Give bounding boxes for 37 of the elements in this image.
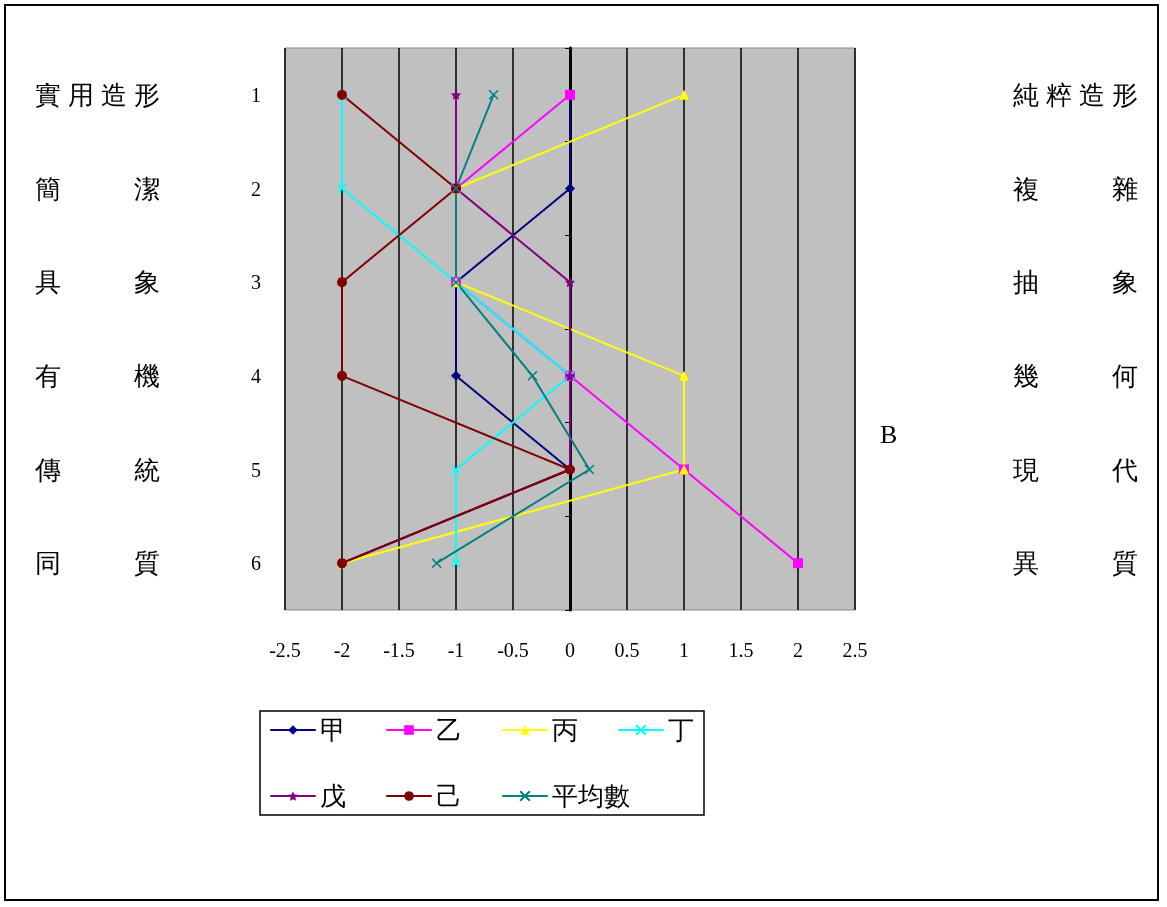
text: 幾何	[1013, 360, 1138, 391]
x-tick-label: 2	[793, 639, 803, 661]
text: 傳統	[35, 454, 160, 485]
text: 具象	[35, 267, 160, 298]
x-tick-label: -1.5	[383, 639, 415, 661]
y-tick-label: 2	[251, 177, 261, 200]
y-tick-label: 4	[251, 364, 261, 387]
legend-label: 戊	[320, 781, 346, 811]
y-tick-label: 1	[251, 83, 261, 106]
text: 實用造形	[35, 79, 160, 110]
y-tick-label: 3	[251, 271, 261, 294]
legend-label: 丁	[668, 715, 694, 745]
text: 異質	[1013, 548, 1138, 579]
legend-label: 甲	[320, 715, 346, 745]
text: 同質	[35, 548, 160, 579]
legend-label: 己	[436, 781, 462, 811]
legend-label: 乙	[436, 715, 462, 745]
text: 有機	[35, 360, 160, 391]
y-tick-label: 6	[251, 552, 261, 575]
x-tick-label: 1.5	[728, 639, 754, 661]
x-tick-label: 1	[679, 639, 689, 661]
legend-label: 平均數	[552, 781, 630, 811]
text: 抽象	[1013, 267, 1138, 298]
text: 簡潔	[35, 173, 160, 204]
text: 純粹造形	[1013, 79, 1138, 110]
x-tick-label: -1	[447, 639, 465, 661]
x-tick-label: -2.5	[269, 639, 301, 661]
text: 現代	[1013, 454, 1138, 485]
y-tick-label: 5	[251, 458, 261, 481]
x-tick-label: -2	[333, 639, 351, 661]
x-tick-label: 0	[565, 639, 575, 661]
x-tick-label: -0.5	[497, 639, 529, 661]
x-tick-label: 0.5	[614, 639, 640, 661]
x-tick-label: 2.5	[842, 639, 868, 661]
text: 複雜	[1013, 173, 1138, 204]
text: B	[880, 420, 898, 450]
legend-label: 丙	[552, 715, 578, 745]
